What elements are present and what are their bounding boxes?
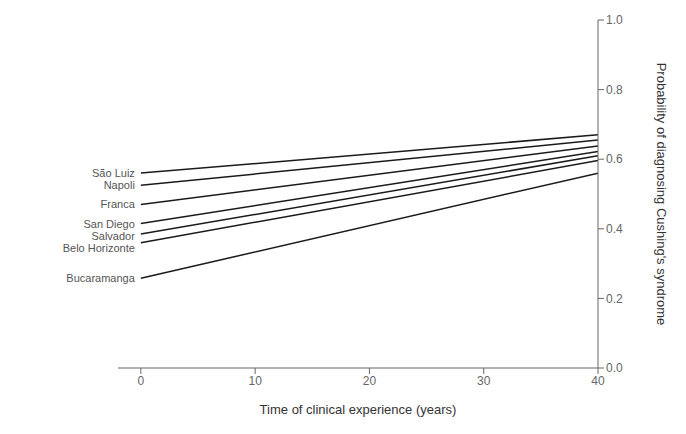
svg-text:San Diego: San Diego — [83, 218, 134, 230]
svg-text:40: 40 — [591, 374, 605, 388]
svg-text:0.2: 0.2 — [606, 292, 623, 306]
svg-text:Napoli: Napoli — [104, 179, 135, 191]
svg-text:Time of clinical experience (y: Time of clinical experience (years) — [260, 402, 457, 417]
svg-text:0.0: 0.0 — [606, 361, 623, 375]
svg-text:0.6: 0.6 — [606, 152, 623, 166]
svg-text:Franca: Franca — [101, 198, 136, 210]
svg-text:30: 30 — [477, 374, 491, 388]
svg-text:0.8: 0.8 — [606, 83, 623, 97]
svg-text:São Luiz: São Luiz — [92, 167, 135, 179]
svg-text:1.0: 1.0 — [606, 13, 623, 27]
svg-text:0: 0 — [138, 374, 145, 388]
svg-text:20: 20 — [363, 374, 377, 388]
svg-text:Bucaramanga: Bucaramanga — [66, 272, 135, 284]
svg-text:Salvador: Salvador — [91, 230, 135, 242]
svg-text:Probability of diagnosing Cush: Probability of diagnosing Cushing's synd… — [654, 63, 669, 326]
svg-text:Belo Horizonte: Belo Horizonte — [63, 242, 135, 254]
svg-text:0.4: 0.4 — [606, 222, 623, 236]
svg-text:10: 10 — [248, 374, 262, 388]
